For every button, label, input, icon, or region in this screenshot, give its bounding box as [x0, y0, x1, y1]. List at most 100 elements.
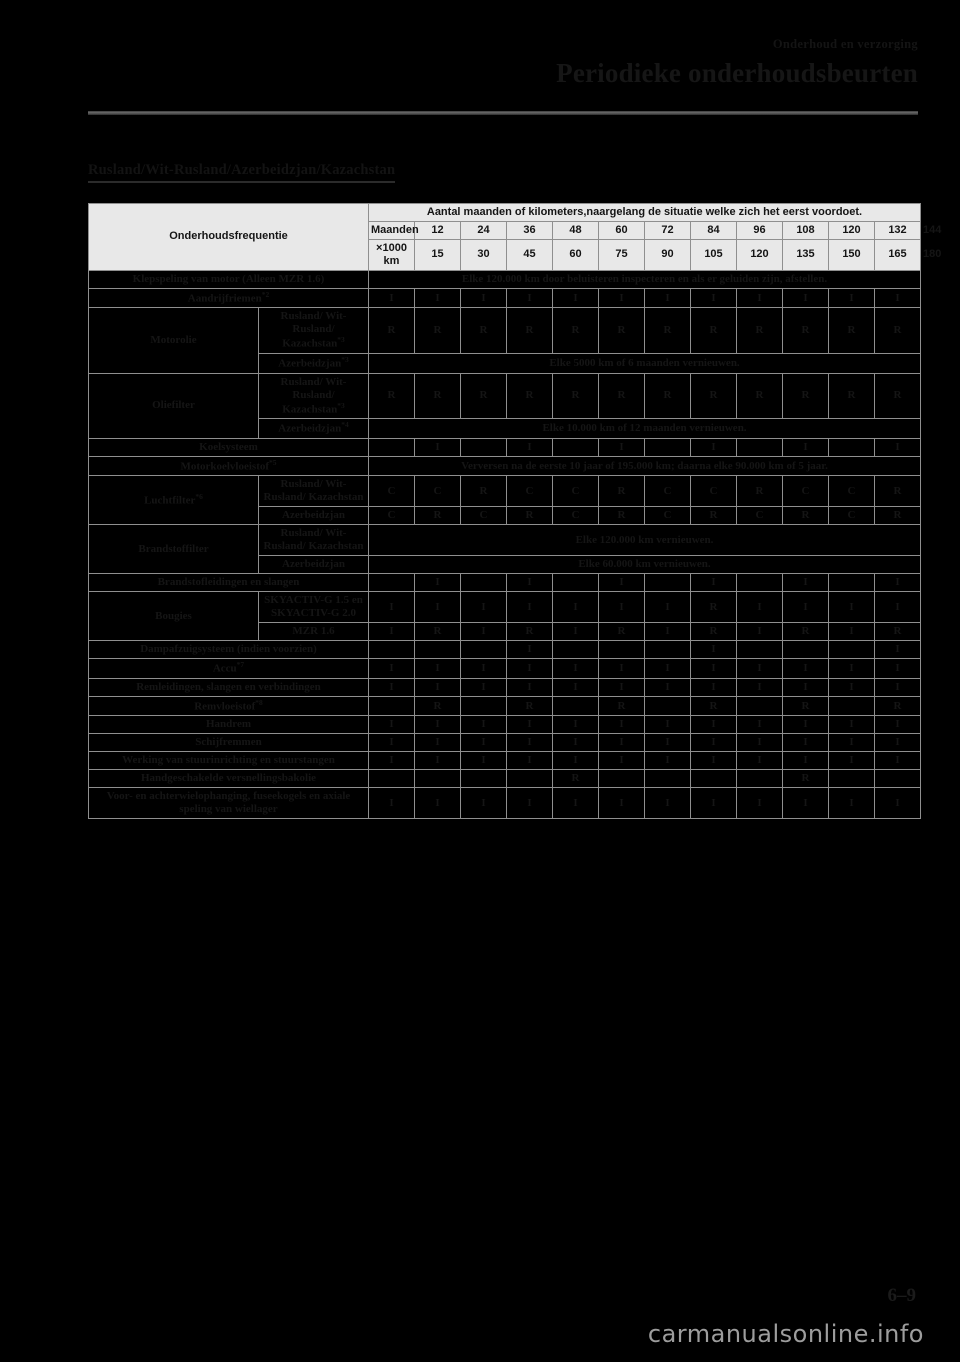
mark-cell-11: I: [874, 677, 921, 697]
mark-cell-0: [368, 695, 415, 717]
mark-cell-11: I: [874, 658, 921, 679]
table-row: Handrem I I I I I I I I I I I I: [88, 715, 921, 735]
mark-cell-0: I: [368, 715, 415, 735]
mark-cell-10: I: [828, 715, 875, 735]
mark-cell-8: I: [736, 677, 783, 697]
mark-cell-4: I: [552, 715, 599, 735]
row-label: Handrem: [88, 715, 369, 735]
mark-cell-8: I: [736, 287, 783, 309]
months-value-4: 60: [598, 220, 645, 240]
table-row: Klepspeling van motor (Alleen MZR 1.6) El…: [88, 269, 921, 289]
km-value-9: 150: [828, 238, 875, 271]
mark-cell-10: I: [828, 733, 875, 753]
mark-cell-6: [644, 640, 691, 660]
row-label: Remvloeistof*8: [88, 695, 369, 717]
mark-cell-11: R: [874, 622, 921, 642]
page-header: Onderhoud en verzorging Periodieke onder…: [556, 37, 918, 89]
mark-cell-2: [460, 769, 507, 789]
row-label: Motorkoelvloeistof*5: [88, 455, 369, 477]
footnote-marker: *6: [195, 492, 203, 502]
table-row: Motorkoelvloeistof*5 Verversen na de eers…: [88, 455, 921, 477]
mark-cell-2: [460, 640, 507, 660]
months-value-10: 132: [874, 220, 921, 240]
mark-cell-4: C: [552, 475, 599, 508]
mark-cell-7: I: [690, 733, 737, 753]
mark-cell-2: C: [460, 506, 507, 526]
row-label: Accu*7: [88, 658, 369, 679]
mark-cell-8: R: [736, 307, 783, 355]
mark-cell-7: R: [690, 506, 737, 526]
mark-cell-6: R: [644, 372, 691, 420]
row-label: MZR 1.6: [258, 622, 369, 642]
row-label: Rusland/ Wit-Rusland/ Kazachstan: [258, 524, 369, 557]
months-value-6: 84: [690, 220, 737, 240]
mark-cell-10: R: [828, 372, 875, 420]
mark-cell-7: I: [690, 751, 737, 771]
mark-cell-11: I: [874, 715, 921, 735]
table-row: Aandrijfriemen*2 I I I I I I I I I I I I: [88, 287, 921, 309]
row-label: Azerbeidzjan: [258, 506, 369, 526]
km-value-4: 75: [598, 238, 645, 271]
mark-cell-5: [598, 769, 645, 789]
mark-cell-5: I: [598, 715, 645, 735]
header-rule: [88, 111, 918, 115]
mark-cell-3: R: [506, 622, 553, 642]
mark-cell-11: R: [874, 506, 921, 526]
mark-cell-2: I: [460, 287, 507, 309]
frequency-header: Onderhoudsfrequentie: [88, 203, 369, 271]
mark-cell-6: [644, 573, 691, 593]
table-head-row-interval: Onderhoudsfrequentie Aantal maanden of k…: [88, 203, 921, 271]
mark-cell-10: [828, 695, 875, 717]
months-value-8: 108: [782, 220, 829, 240]
mark-cell-11: R: [874, 307, 921, 355]
mark-cell-3: I: [506, 733, 553, 753]
mark-cell-11: I: [874, 591, 921, 624]
mark-cell-5: R: [598, 695, 645, 717]
mark-cell-5: R: [598, 622, 645, 642]
mark-cell-1: I: [414, 677, 461, 697]
mark-cell-4: [552, 640, 599, 660]
mark-cell-9: [782, 640, 829, 660]
table-body: Klepspeling van motor (Alleen MZR 1.6) El…: [88, 269, 921, 820]
footnote-marker: *2: [261, 289, 270, 299]
mark-cell-6: I: [644, 287, 691, 309]
table-row: Schijfremmen I I I I I I I I I I I I: [88, 733, 921, 753]
mark-cell-8: [736, 640, 783, 660]
mark-cell-0: I: [368, 677, 415, 697]
mark-cell-5: R: [598, 475, 645, 508]
mark-cell-3: I: [506, 751, 553, 771]
mark-cell-4: I: [552, 658, 599, 679]
mark-cell-10: I: [828, 622, 875, 642]
mark-cell-6: I: [644, 733, 691, 753]
mark-cell-10: [828, 769, 875, 789]
table-row: Werking van stuurinrichting en stuurstan…: [88, 751, 921, 771]
mark-cell-11: I: [874, 640, 921, 660]
mark-cell-7: I: [690, 677, 737, 697]
footnote-marker: *7: [236, 660, 245, 670]
row-label: Koelsysteem: [88, 437, 369, 457]
mark-cell-5: I: [598, 573, 645, 593]
mark-cell-10: I: [828, 658, 875, 679]
mark-cell-9: I: [782, 751, 829, 771]
mark-cell-4: [552, 437, 599, 457]
mark-cell-2: R: [460, 372, 507, 420]
km-value-1: 30: [460, 238, 507, 271]
mark-cell-2: R: [460, 307, 507, 355]
mark-cell-0: [368, 640, 415, 660]
mark-cell-2: I: [460, 715, 507, 735]
mark-cell-1: I: [414, 733, 461, 753]
mark-cell-11: R: [874, 695, 921, 717]
mark-cell-5: I: [598, 658, 645, 679]
mark-cell-5: [598, 640, 645, 660]
mark-cell-8: I: [736, 787, 783, 820]
mark-cell-7: R: [690, 372, 737, 420]
mark-cell-6: C: [644, 475, 691, 508]
mark-cell-0: I: [368, 658, 415, 679]
mark-cell-2: I: [460, 658, 507, 679]
mark-cell-2: I: [460, 787, 507, 820]
table-row: Accu*7 I I I I I I I I I I I I: [88, 658, 921, 679]
row-label: Bougies: [88, 591, 259, 642]
mark-cell-7: I: [690, 658, 737, 679]
mark-cell-3: [506, 769, 553, 789]
mark-cell-1: I: [414, 591, 461, 624]
